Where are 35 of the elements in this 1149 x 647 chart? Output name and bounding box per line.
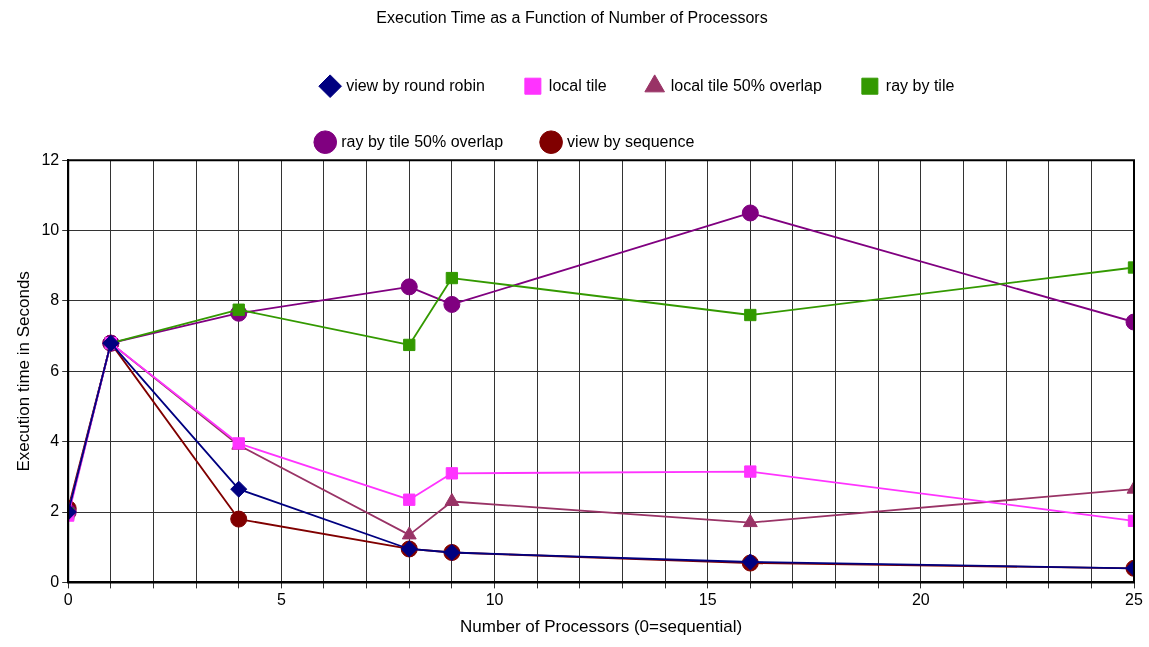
x-tick-label: 20 xyxy=(911,591,930,609)
legend-label: local tile xyxy=(548,76,607,94)
point xyxy=(744,465,757,478)
legend-label: ray by tile xyxy=(885,76,955,94)
point xyxy=(401,526,417,540)
y-axis-title: Execution time in Seconds xyxy=(13,271,33,472)
x-tick-label: 10 xyxy=(485,591,504,609)
y-tick-label: 2 xyxy=(50,502,60,520)
legend-label: view by sequence xyxy=(567,132,695,150)
legend-label: ray by tile 50% overlap xyxy=(341,132,504,150)
x-tick-label: 0 xyxy=(63,591,73,609)
point xyxy=(230,510,248,528)
y-tick-label: 10 xyxy=(41,220,60,238)
legend-label: view by round robin xyxy=(346,76,485,94)
chart-title: Execution Time as a Function of Number of Processors xyxy=(376,9,768,27)
y-tick-label: 6 xyxy=(50,361,60,379)
x-tick-label: 5 xyxy=(276,591,286,609)
point xyxy=(403,493,416,506)
point xyxy=(400,278,418,296)
point xyxy=(230,480,248,498)
y-tick-label: 12 xyxy=(41,150,60,168)
point xyxy=(744,308,757,322)
x-axis-title: Number of Processors (0=sequential) xyxy=(460,617,743,637)
point xyxy=(742,514,758,528)
point xyxy=(403,338,416,352)
point xyxy=(443,295,461,313)
y-tick-label: 8 xyxy=(50,291,60,309)
point xyxy=(445,467,459,480)
legend-label: local tile 50% overlap xyxy=(670,76,822,94)
y-tick-label: 4 xyxy=(50,432,60,450)
point xyxy=(445,271,459,285)
point xyxy=(741,204,759,222)
x-tick-label: 25 xyxy=(1125,591,1143,609)
x-tick-label: 15 xyxy=(698,591,717,609)
y-tick-label: 0 xyxy=(50,572,60,590)
